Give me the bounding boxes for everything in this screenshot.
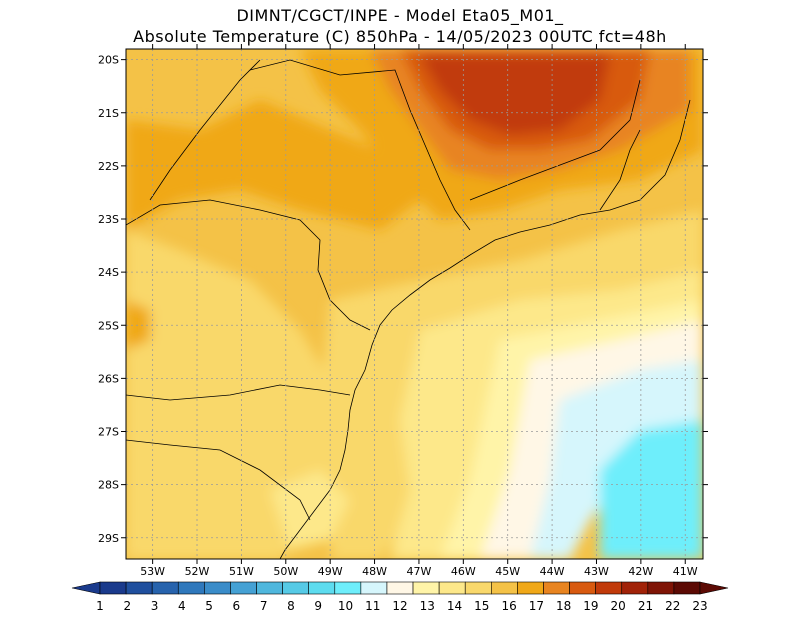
colorbar-label: 4 bbox=[178, 599, 186, 613]
colorbar-swatch bbox=[151, 581, 179, 595]
colorbar-label: 11 bbox=[365, 599, 380, 613]
state-border-2 bbox=[126, 384, 351, 401]
lat-label: 29S bbox=[98, 532, 119, 545]
lon-label: 46W bbox=[451, 565, 476, 578]
state-border-5 bbox=[149, 59, 261, 201]
colorbar-swatch bbox=[621, 581, 649, 595]
lat-label: 27S bbox=[98, 426, 119, 439]
colorbar-label: 18 bbox=[556, 599, 571, 613]
lat-label: 26S bbox=[98, 372, 119, 385]
colorbar-label: 7 bbox=[260, 599, 268, 613]
lon-label: 53W bbox=[140, 565, 165, 578]
colorbar-swatch bbox=[204, 581, 231, 595]
colorbar-max-arrow bbox=[699, 581, 729, 595]
colorbar-swatch bbox=[412, 581, 440, 595]
lon-label: 41W bbox=[673, 565, 698, 578]
lon-label: 49W bbox=[318, 565, 343, 578]
longitude-labels: 53W 52W 51W 50W 49W 48W 47W 46W 45W 44W 43W 42W 41W bbox=[140, 565, 698, 578]
colorbar-swatch bbox=[438, 581, 466, 595]
colorbar-label: 13 bbox=[420, 599, 435, 613]
colorbar-label: 8 bbox=[287, 599, 295, 613]
colorbar-label: 6 bbox=[233, 599, 241, 613]
colorbar-swatch bbox=[360, 581, 388, 595]
chart-title-line2: Absolute Temperature (C) 850hPa - 14/05/… bbox=[133, 27, 667, 46]
colorbar-label: 14 bbox=[447, 599, 462, 613]
colorbar-label: 12 bbox=[392, 599, 407, 613]
colorbar-label: 2 bbox=[123, 599, 131, 613]
colorbar-swatch bbox=[256, 581, 283, 595]
axis-ticks bbox=[121, 44, 708, 564]
colorbar-label: 10 bbox=[338, 599, 353, 613]
lat-label: 24S bbox=[98, 266, 119, 279]
chart-title-line1: DIMNT/CGCT/INPE - Model Eta05_M01_ bbox=[236, 6, 564, 25]
state-border-7 bbox=[599, 129, 641, 211]
lon-label: 52W bbox=[185, 565, 210, 578]
colorbar-swatch bbox=[334, 581, 362, 595]
colorbar-swatch bbox=[543, 581, 570, 595]
lat-label: 21S bbox=[98, 107, 119, 120]
temp-zone-9 bbox=[600, 420, 703, 559]
temp-zone-19 bbox=[420, 55, 610, 135]
lon-label: 43W bbox=[584, 565, 609, 578]
lat-lon-grid bbox=[126, 49, 703, 559]
temp-zone-16-west bbox=[126, 100, 420, 230]
lon-label: 48W bbox=[362, 565, 387, 578]
colorbar-swatch bbox=[177, 581, 205, 595]
colorbar-swatch bbox=[569, 581, 596, 595]
latitude-labels: 20S 21S 22S 23S 24S 25S 26S 27S 28S 29S bbox=[98, 54, 119, 545]
state-border-4 bbox=[249, 59, 471, 231]
colorbar-label: 1 bbox=[96, 599, 104, 613]
colorbar-swatch bbox=[125, 581, 153, 595]
lat-label: 20S bbox=[98, 54, 119, 67]
colorbar-label: 19 bbox=[583, 599, 598, 613]
colorbar-label: 21 bbox=[638, 599, 653, 613]
state-border-3 bbox=[126, 439, 311, 521]
lat-label: 28S bbox=[98, 479, 119, 492]
colorbar-label: 23 bbox=[692, 599, 707, 613]
colorbar-swatch bbox=[386, 581, 414, 595]
lon-label: 45W bbox=[495, 565, 520, 578]
colorbar-label: 22 bbox=[665, 599, 680, 613]
lon-label: 44W bbox=[540, 565, 565, 578]
colorbar-swatch bbox=[99, 581, 127, 595]
lon-label: 50W bbox=[273, 565, 298, 578]
colorbar-swatch bbox=[673, 581, 701, 595]
lat-label: 22S bbox=[98, 160, 119, 173]
lon-label: 42W bbox=[628, 565, 653, 578]
lat-label: 25S bbox=[98, 319, 119, 332]
colorbar-label: 3 bbox=[151, 599, 159, 613]
colorbar-swatch bbox=[647, 581, 675, 595]
colorbar-label: 20 bbox=[611, 599, 626, 613]
coastline-and-borders bbox=[126, 59, 691, 559]
colorbar-label: 5 bbox=[205, 599, 213, 613]
colorbar-swatch bbox=[491, 581, 518, 595]
colorbar-swatch bbox=[308, 581, 336, 595]
colorbar-swatch bbox=[595, 581, 623, 595]
colorbar-label: 16 bbox=[501, 599, 516, 613]
coastline bbox=[279, 99, 691, 559]
colorbar: 1 2 3 4 5 6 7 8 9 10 11 12 13 14 15 16 17 18 19 20 21 22 23 bbox=[71, 581, 729, 613]
colorbar-label: 15 bbox=[474, 599, 489, 613]
colorbar-swatch bbox=[464, 581, 492, 595]
lat-label: 23S bbox=[98, 213, 119, 226]
temperature-field bbox=[126, 49, 703, 559]
colorbar-label: 9 bbox=[314, 599, 322, 613]
state-border-1 bbox=[126, 199, 371, 331]
lon-label: 47W bbox=[407, 565, 432, 578]
lon-label: 51W bbox=[229, 565, 254, 578]
colorbar-swatch bbox=[230, 581, 257, 595]
colorbar-min-arrow bbox=[71, 581, 101, 595]
colorbar-label: 17 bbox=[529, 599, 544, 613]
state-border-6 bbox=[469, 79, 641, 201]
colorbar-swatch bbox=[282, 581, 309, 595]
colorbar-swatch bbox=[517, 581, 544, 595]
map-frame bbox=[125, 48, 704, 560]
